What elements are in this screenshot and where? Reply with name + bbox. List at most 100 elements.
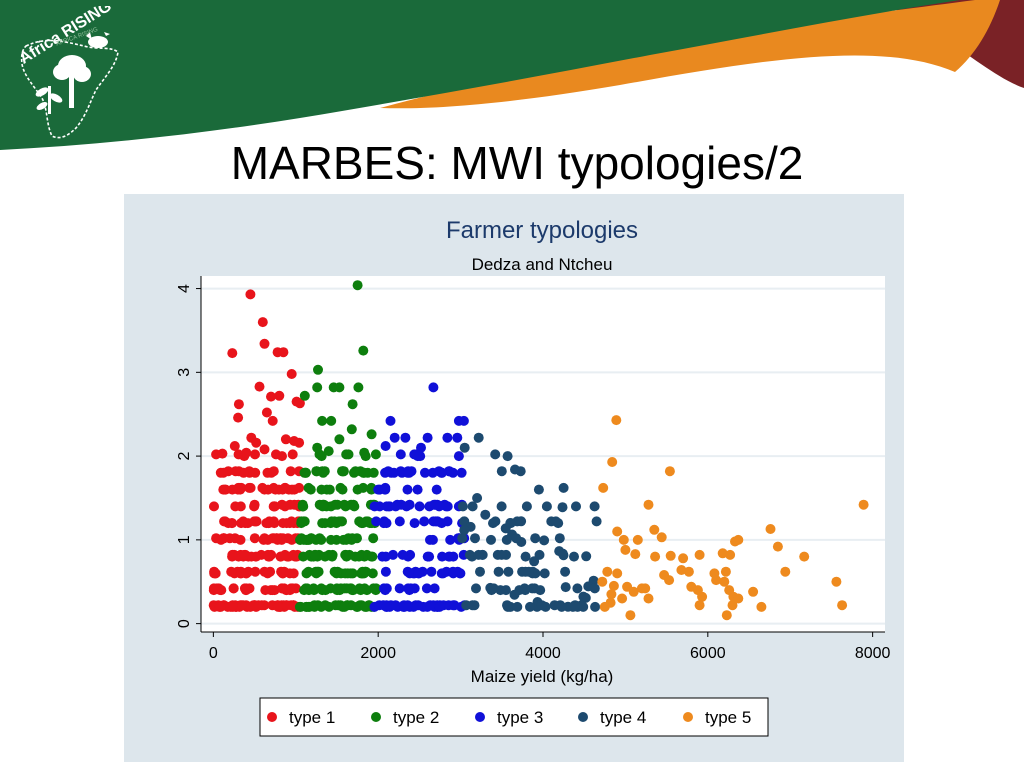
data-point	[217, 448, 228, 459]
data-point	[404, 467, 415, 478]
data-point	[394, 583, 405, 594]
data-point	[730, 536, 740, 547]
data-point	[390, 600, 401, 611]
africa-rising-logo: Africa RISING AFRICA RISING	[17, 6, 119, 139]
data-point	[301, 601, 312, 612]
data-point	[457, 533, 468, 544]
data-point	[448, 467, 458, 478]
data-point	[334, 434, 345, 445]
data-point	[656, 532, 667, 543]
data-point	[269, 501, 280, 512]
data-point	[332, 499, 343, 510]
data-point	[529, 583, 540, 594]
data-point	[362, 516, 373, 527]
data-point	[218, 467, 229, 478]
data-point	[589, 501, 600, 512]
data-point	[612, 568, 623, 579]
data-point	[284, 518, 295, 529]
data-point	[271, 449, 281, 460]
data-point	[269, 518, 280, 529]
data-point	[430, 499, 441, 510]
data-point	[380, 484, 391, 495]
data-point	[313, 364, 323, 375]
data-point	[262, 568, 273, 579]
data-point	[285, 466, 296, 477]
data-point	[338, 466, 349, 477]
data-point	[385, 415, 396, 426]
data-point	[458, 415, 469, 426]
data-point	[350, 466, 361, 477]
data-point	[556, 601, 567, 612]
data-point	[360, 601, 371, 612]
data-point	[338, 534, 349, 545]
data-point	[780, 566, 791, 577]
data-point	[697, 591, 708, 602]
data-point	[229, 441, 240, 451]
data-point	[326, 534, 336, 545]
x-tick-label: 8000	[855, 645, 891, 662]
data-point	[359, 447, 370, 458]
data-point	[413, 568, 424, 579]
data-point	[316, 451, 327, 462]
data-point	[276, 583, 287, 594]
data-point	[560, 582, 571, 593]
legend-marker-type-5	[683, 712, 693, 722]
series-type-5	[597, 415, 869, 621]
data-point	[253, 600, 264, 611]
data-point	[756, 601, 767, 612]
data-point	[263, 484, 274, 495]
data-point	[625, 610, 636, 621]
data-point	[402, 600, 413, 611]
data-point	[533, 484, 544, 495]
data-point	[471, 583, 481, 594]
data-point	[620, 544, 631, 555]
data-point	[324, 484, 335, 495]
data-point	[312, 382, 323, 393]
data-point	[216, 534, 226, 545]
data-point	[394, 516, 405, 527]
data-point	[694, 600, 705, 611]
data-point	[402, 484, 413, 495]
data-point	[456, 467, 467, 478]
data-point	[490, 449, 501, 460]
data-point	[274, 390, 285, 401]
data-point	[467, 600, 478, 611]
data-point	[445, 534, 456, 545]
data-point	[273, 601, 284, 612]
data-point	[250, 566, 261, 577]
data-point	[831, 576, 842, 587]
data-point	[536, 600, 547, 611]
data-point	[299, 390, 310, 401]
data-point	[509, 589, 520, 600]
data-point	[858, 499, 869, 510]
data-point	[541, 501, 552, 512]
legend-label-type-4: type 4	[600, 708, 646, 727]
data-point	[598, 482, 609, 493]
data-point	[711, 575, 722, 586]
data-point	[578, 591, 589, 602]
data-point	[676, 565, 687, 575]
data-point	[281, 600, 292, 611]
data-point	[382, 601, 392, 612]
x-tick-label: 4000	[525, 645, 561, 662]
data-point	[649, 524, 660, 535]
data-point	[591, 516, 602, 527]
data-point	[306, 533, 317, 544]
data-point	[475, 566, 485, 577]
data-point	[317, 585, 328, 596]
data-point	[748, 586, 759, 597]
data-point	[278, 347, 289, 358]
africa-map-outline	[20, 39, 119, 139]
data-point	[449, 600, 460, 611]
data-point	[515, 466, 526, 477]
data-point	[636, 583, 647, 594]
scatter-chart: Farmer typologies Dedza and Ntcheu 0 1 2 3 4…	[176, 217, 891, 737]
data-point	[411, 449, 422, 460]
data-point	[263, 551, 274, 562]
data-point	[320, 600, 331, 611]
data-point	[431, 484, 442, 495]
chart-subtitle: Dedza and Ntcheu	[472, 255, 613, 274]
data-point	[260, 585, 271, 596]
data-point	[602, 566, 613, 577]
data-point	[227, 484, 238, 495]
